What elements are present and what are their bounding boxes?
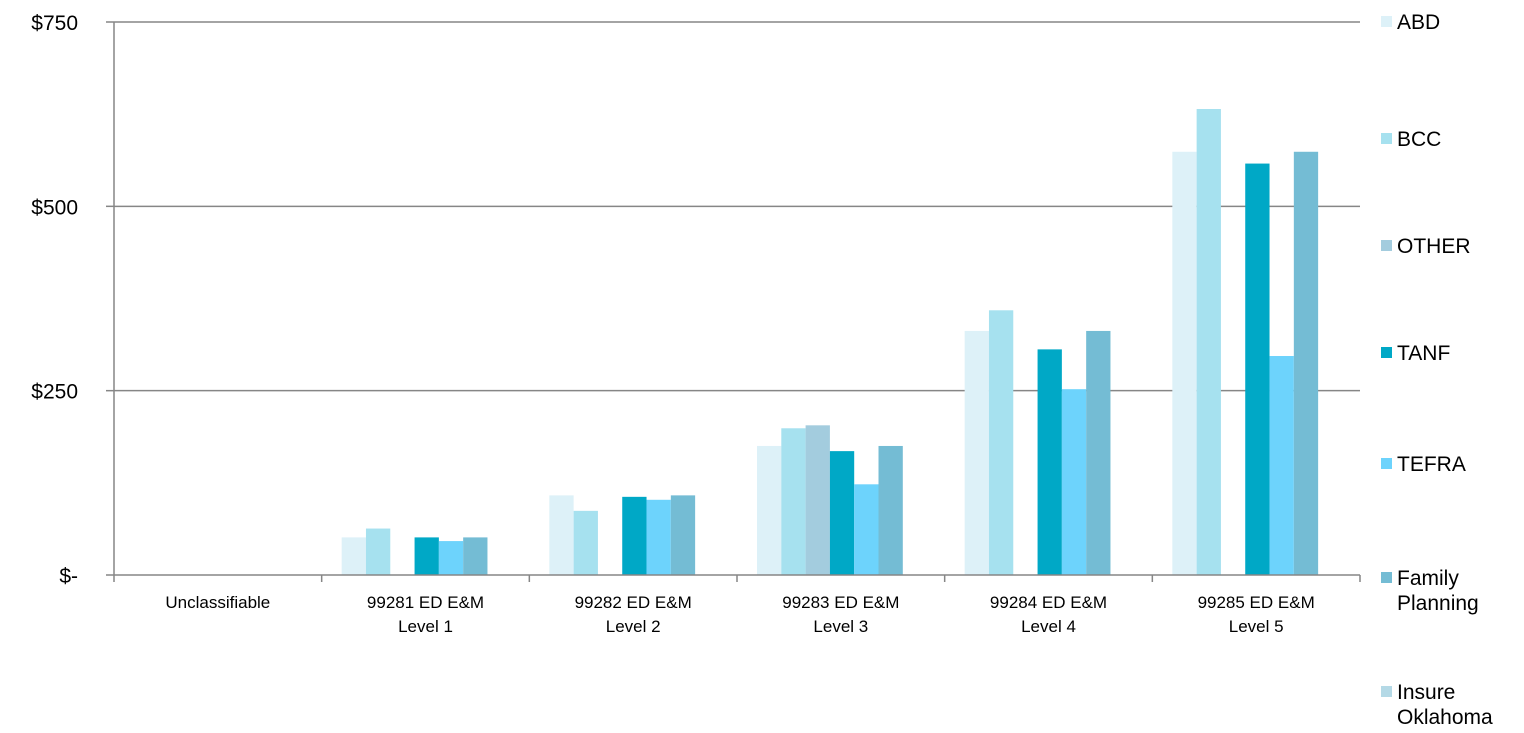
bar	[1269, 356, 1294, 575]
legend-swatch	[1381, 133, 1392, 144]
x-category-label-line: Unclassifiable	[165, 593, 270, 612]
bar	[757, 445, 782, 575]
bar	[1172, 151, 1197, 575]
axes	[106, 21, 1361, 582]
legend-item: TANF	[1381, 341, 1517, 366]
legend-label: OTHER	[1397, 235, 1471, 258]
x-category-label-line: Level 5	[1229, 617, 1284, 636]
legend-item: BCC	[1381, 127, 1517, 152]
legend-label: Insure Oklahoma	[1397, 681, 1493, 729]
x-category-label-line: 99285 ED E&M	[1198, 593, 1315, 612]
x-category-label: 99284 ED E&M Level 4	[990, 593, 1107, 636]
bar	[781, 428, 806, 575]
y-tick-labels: $- $250 $500 $750	[31, 12, 78, 588]
legend-swatch	[1381, 347, 1392, 358]
legend-swatch	[1381, 458, 1392, 469]
legend-item: TEFRA	[1381, 452, 1517, 477]
legend-item: ABD	[1381, 10, 1517, 35]
bar	[573, 510, 598, 575]
bar	[1293, 151, 1319, 575]
bar	[1245, 163, 1270, 575]
y-tick-label: $-	[59, 565, 78, 588]
x-category-label: 99281 ED E&M Level 1	[367, 593, 484, 636]
legend-item: Insure Oklahoma	[1381, 680, 1517, 730]
x-category-label-line: 99284 ED E&M	[990, 593, 1107, 612]
bar	[805, 425, 830, 575]
x-category-label-line: 99281 ED E&M	[367, 593, 484, 612]
y-tick-label: $500	[31, 196, 78, 219]
legend-item: Family Planning	[1381, 566, 1517, 616]
bar	[964, 330, 989, 575]
bar	[463, 537, 488, 575]
bars	[341, 109, 1319, 575]
bar	[1086, 330, 1111, 575]
bar	[341, 537, 366, 575]
bar	[414, 537, 439, 575]
bar	[438, 541, 464, 575]
x-category-label-line: Level 1	[398, 617, 453, 636]
bar	[1061, 389, 1087, 575]
legend: ABD BCC OTHER TANF TEFRA Family Planning Insur…	[1381, 0, 1524, 733]
bar	[878, 445, 903, 575]
x-category-label-line: Level 3	[813, 617, 868, 636]
x-category-label-line: 99283 ED E&M	[782, 593, 899, 612]
x-category-labels: Unclassifiable 99281 ED E&M Level 1 99282 E…	[165, 593, 1314, 636]
bar	[1037, 349, 1062, 575]
legend-item: OTHER	[1381, 234, 1517, 259]
x-category-label-line: Level 2	[606, 617, 661, 636]
x-category-label-line: 99282 ED E&M	[575, 593, 692, 612]
legend-swatch	[1381, 16, 1392, 27]
legend-swatch	[1381, 686, 1392, 697]
bar	[829, 451, 855, 575]
legend-swatch	[1381, 240, 1392, 251]
legend-label: BCC	[1397, 128, 1442, 151]
x-category-label: Unclassifiable	[165, 593, 270, 612]
bar	[622, 496, 647, 575]
legend-label: ABD	[1397, 11, 1441, 34]
legend-label: TEFRA	[1397, 453, 1466, 476]
legend-label: Family Planning	[1397, 567, 1479, 615]
bar	[365, 528, 391, 575]
bar	[988, 310, 1014, 575]
bar	[670, 495, 696, 575]
bar	[646, 499, 671, 575]
legend-label: TANF	[1397, 342, 1451, 365]
x-category-label-line: Level 4	[1021, 617, 1076, 636]
bar	[1196, 109, 1221, 575]
bar	[854, 484, 879, 575]
x-category-label: 99283 ED E&M Level 3	[782, 593, 899, 636]
x-category-label: 99282 ED E&M Level 2	[575, 593, 692, 636]
bar-chart: $- $250 $500 $750 Unclassifiable 99281 ED E&…	[31, 12, 1361, 636]
x-category-label: 99285 ED E&M Level 5	[1198, 593, 1315, 636]
y-tick-label: $750	[31, 12, 78, 35]
gridlines	[114, 21, 1360, 392]
bar	[549, 495, 574, 575]
legend-swatch	[1381, 572, 1392, 583]
y-tick-label: $250	[31, 381, 78, 404]
